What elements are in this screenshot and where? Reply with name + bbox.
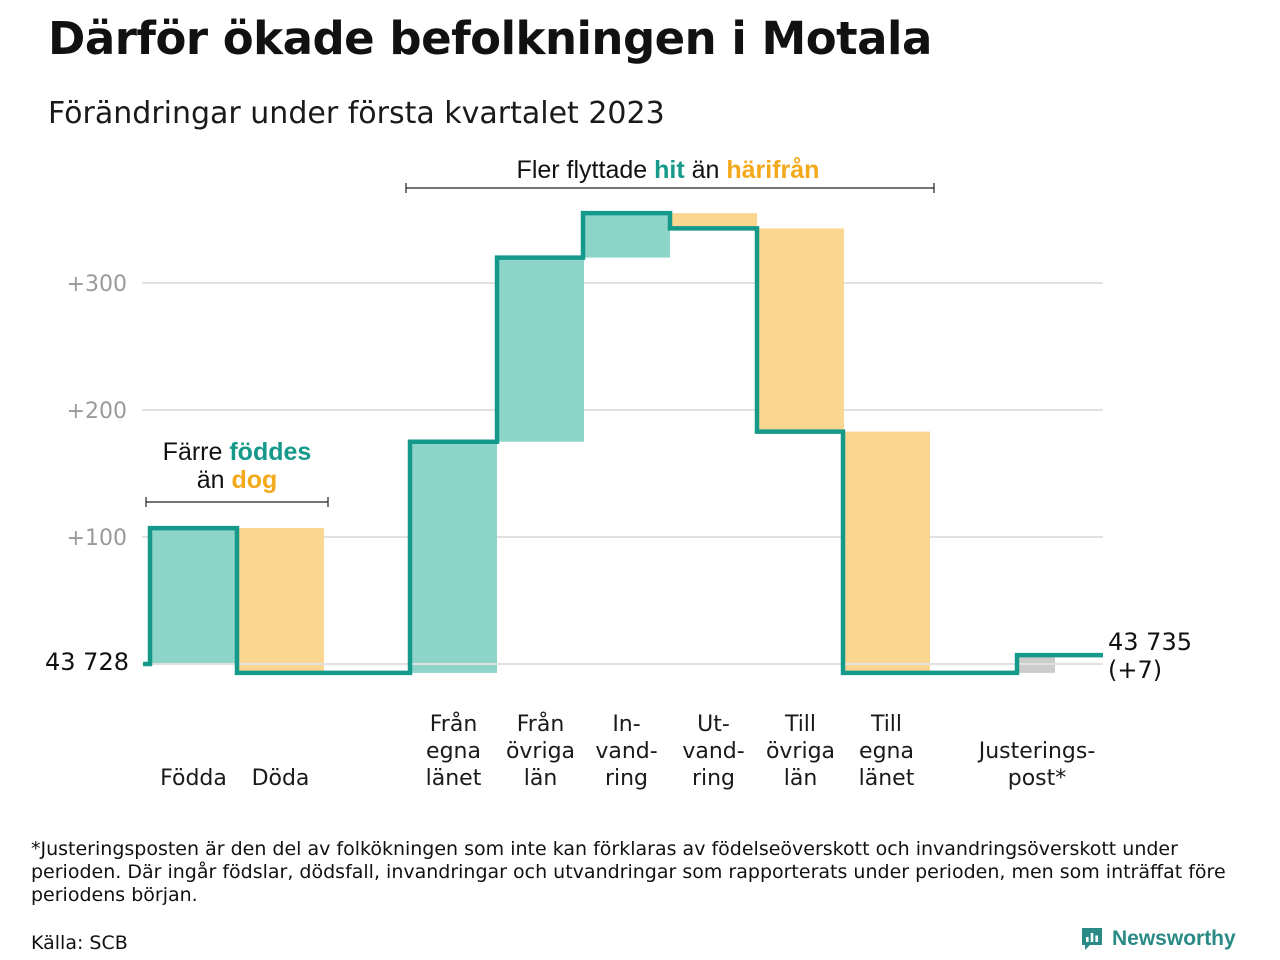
category-label: länet <box>859 766 915 791</box>
bars <box>150 213 1055 673</box>
category-label: Från <box>430 711 478 737</box>
bar-8 <box>843 431 930 673</box>
running-total-path <box>143 210 1103 676</box>
category-label: vand- <box>682 739 744 764</box>
source: Källa: SCB <box>31 932 128 954</box>
footnote: *Justeringsposten är den del av folkökni… <box>31 838 1226 906</box>
bracket-highlight-here: hit <box>654 156 685 184</box>
category-label: Döda <box>252 766 310 791</box>
category-label: In- <box>612 712 640 737</box>
grid-lines <box>142 282 1103 538</box>
bracket-text-than: än <box>197 466 232 494</box>
category-label: Justerings- <box>977 739 1096 764</box>
running-total-line <box>143 210 1103 676</box>
y-tick-label: +200 <box>67 399 127 424</box>
bracket-highlight-from-here: härifrån <box>726 156 819 184</box>
y-tick-label: +100 <box>67 526 127 551</box>
start-value-label: 43 728 <box>45 648 129 676</box>
category-label: Ut- <box>697 712 730 737</box>
bar-1 <box>150 528 237 664</box>
newsworthy-logo-icon <box>1082 928 1102 950</box>
bar-5 <box>583 213 670 258</box>
category-label: övriga <box>766 739 835 764</box>
bar-2 <box>237 528 324 673</box>
bracket-migration: Fler flyttade hit än härifrån <box>405 156 935 193</box>
y-tick-label: +300 <box>67 272 127 297</box>
bracket-text-mid: än <box>685 156 727 184</box>
category-label: Till <box>870 712 902 737</box>
category-label: Till <box>784 712 816 737</box>
bar-3 <box>410 441 497 673</box>
bracket-births-deaths-line1: Färre föddes <box>163 438 312 466</box>
category-label: län <box>784 766 818 791</box>
category-label: ring <box>605 766 648 791</box>
bar-6 <box>670 213 757 229</box>
bracket-highlight-born: föddes <box>229 438 311 466</box>
category-label: Från <box>517 711 565 737</box>
category-label: ring <box>692 766 735 791</box>
category-label: vand- <box>595 739 657 764</box>
bracket-highlight-died: dog <box>231 466 277 494</box>
category-label: Födda <box>160 766 227 791</box>
bracket-text-pre: Färre <box>163 438 230 466</box>
brand-name: Newsworthy <box>1112 927 1236 950</box>
y-axis-ticks: +100 +200 +300 <box>67 272 127 551</box>
category-label: egna <box>426 739 481 764</box>
end-change-label: (+7) <box>1108 656 1162 684</box>
category-labels: Födda DödaFrånegnalänetFrånövrigalänIn-va… <box>160 711 1095 791</box>
bracket-births-deaths: Färre föddes än dog <box>145 438 329 507</box>
end-value-label: 43 735 <box>1108 628 1192 656</box>
bar-4 <box>497 257 584 442</box>
value-labels: 43 728 43 735(+7) <box>45 628 1192 684</box>
category-label: övriga <box>506 739 575 764</box>
category-label: egna <box>859 739 914 764</box>
chart-subtitle: Förändringar under första kvartalet 2023 <box>48 96 665 131</box>
bracket-births-deaths-line2: än dog <box>197 466 278 494</box>
category-label: länet <box>426 766 482 791</box>
category-label: post* <box>1008 766 1067 791</box>
chart-title: Därför ökade befolkningen i Motala <box>48 12 932 65</box>
brand-logo[interactable]: Newsworthy <box>1080 926 1236 952</box>
bar-7 <box>757 228 844 432</box>
category-label: län <box>524 766 558 791</box>
bracket-migration-text: Fler flyttade hit än härifrån <box>517 156 820 184</box>
bracket-text-pre: Fler flyttade <box>517 156 655 184</box>
